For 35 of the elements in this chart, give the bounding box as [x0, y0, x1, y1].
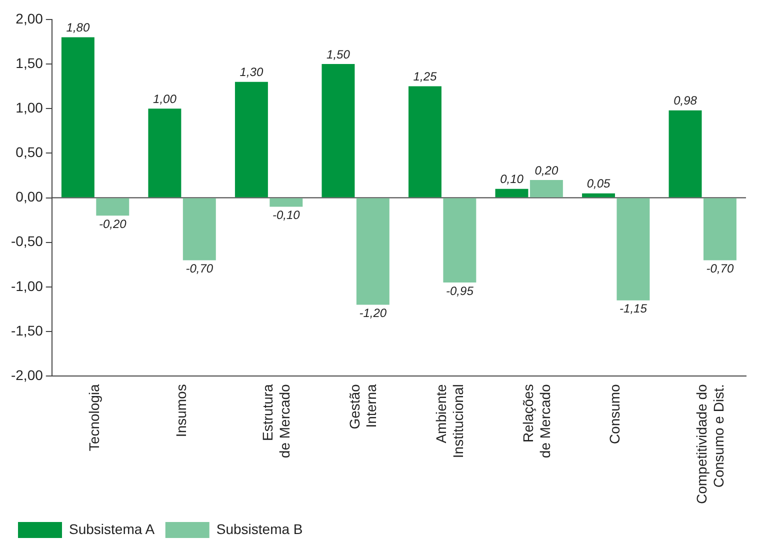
y-tick-label: 0,00 — [16, 188, 44, 205]
y-tick-label: 2,00 — [16, 10, 44, 26]
data-label: 1,80 — [66, 20, 90, 35]
x-tick-label: Ambiente Institucional — [433, 384, 466, 458]
data-label: -0,70 — [186, 262, 214, 276]
x-tick-label: Consumo — [606, 384, 623, 444]
data-label: -1,15 — [620, 302, 648, 316]
x-tick-label: Tecnologia — [86, 384, 102, 452]
data-label: 1,00 — [153, 92, 177, 106]
data-label: 1,30 — [240, 65, 264, 80]
x-tick-label: Relações de Mercado — [520, 384, 553, 458]
x-tick-label: Estrutura de Mercado — [260, 384, 292, 458]
legend-label: Subsistema B — [216, 520, 303, 537]
x-tick-label: Gestão Interna — [346, 384, 380, 430]
data-label: -0,95 — [446, 284, 474, 298]
y-tick-label: -1,00 — [10, 278, 44, 294]
data-label: 0,10 — [500, 172, 524, 186]
data-label: 1,50 — [326, 47, 350, 62]
data-label: -0,10 — [272, 208, 300, 222]
data-label: 0,05 — [586, 176, 611, 191]
legend-label: Subsistema A — [69, 520, 156, 537]
y-tick-label: -1,50 — [10, 322, 44, 338]
data-label: 0,98 — [674, 94, 698, 108]
y-tick-label: 1,50 — [16, 54, 44, 71]
data-label: 0,20 — [534, 163, 558, 178]
x-tick-label: Competitividade do Consumo e Dist. — [693, 384, 726, 504]
x-tick-label: Insumos — [172, 384, 189, 438]
y-tick-label: 1,00 — [16, 99, 44, 116]
y-tick-label: 0,50 — [16, 144, 44, 160]
y-tick-label: -2,00 — [10, 367, 44, 384]
data-label: -0,20 — [98, 216, 127, 231]
y-tick-label: -0,50 — [10, 233, 44, 250]
data-label: 1,25 — [413, 70, 437, 84]
data-label: -0,70 — [706, 262, 734, 276]
data-label: -1,20 — [359, 306, 387, 320]
